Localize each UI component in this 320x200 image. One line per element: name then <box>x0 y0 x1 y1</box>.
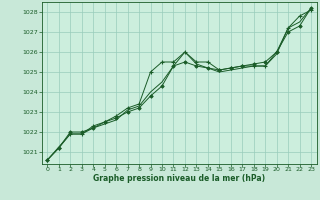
X-axis label: Graphe pression niveau de la mer (hPa): Graphe pression niveau de la mer (hPa) <box>93 174 265 183</box>
